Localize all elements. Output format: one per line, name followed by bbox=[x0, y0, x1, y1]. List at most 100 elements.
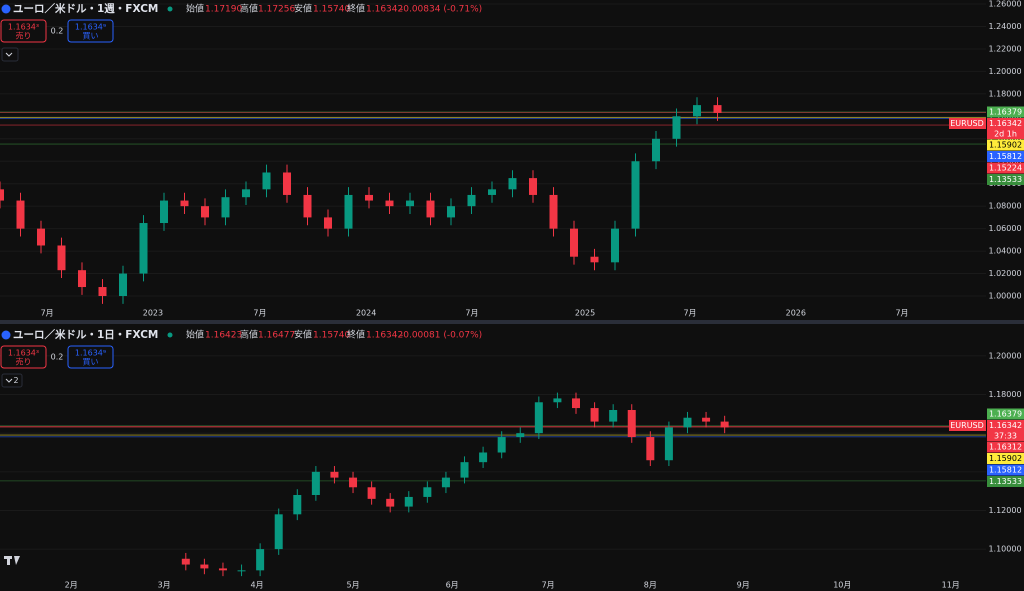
countdown-box bbox=[987, 129, 1024, 139]
y-tick-label: 1.08000 bbox=[988, 202, 1021, 211]
x-tick-label: 2023 bbox=[143, 309, 163, 318]
x-tick-label: 7月 bbox=[895, 309, 908, 318]
candle-body bbox=[57, 245, 66, 271]
y-tick-label: 1.04000 bbox=[988, 247, 1021, 256]
sell-price: 1.1634³ bbox=[8, 23, 39, 32]
price-label-box bbox=[987, 464, 1024, 476]
y-tick-label: 1.26000 bbox=[988, 0, 1021, 9]
ohlc-low-label: 安値 bbox=[294, 329, 312, 341]
chart-title: ユーロ／米ドル・1週・FXCM bbox=[13, 2, 158, 15]
sell-button[interactable] bbox=[0, 345, 47, 369]
candle-body bbox=[311, 471, 320, 495]
candle-body bbox=[646, 437, 655, 461]
status-dot bbox=[167, 332, 173, 338]
candle-body bbox=[423, 487, 432, 497]
ohlc-open: 1.16423 bbox=[205, 331, 242, 341]
price-label: 1.15812 bbox=[989, 152, 1022, 161]
candle-body bbox=[652, 138, 660, 162]
candle-body bbox=[386, 498, 395, 507]
buy-button[interactable] bbox=[67, 19, 114, 43]
price-label-box bbox=[987, 453, 1024, 464]
price-label: 1.13533 bbox=[989, 477, 1022, 486]
x-tick-label: 6月 bbox=[446, 581, 459, 590]
x-tick-label: 2024 bbox=[356, 309, 376, 318]
price-label: 1.16312 bbox=[989, 443, 1022, 452]
buy-button[interactable] bbox=[67, 345, 114, 369]
y-tick-label: 1.02000 bbox=[988, 269, 1021, 278]
ohlc-close-label: 終値 bbox=[347, 3, 365, 15]
y-tick-label: 1.22000 bbox=[988, 44, 1021, 53]
sell-label: 売り bbox=[16, 31, 32, 41]
buy-price: 1.1634⁹ bbox=[75, 23, 106, 32]
price-label-box bbox=[987, 408, 1024, 420]
candle-body bbox=[119, 273, 127, 297]
sell-label: 売り bbox=[16, 357, 32, 367]
x-tick-label: 7月 bbox=[41, 309, 54, 318]
buy-label: 買い bbox=[83, 32, 99, 41]
price-label: 1.13533 bbox=[989, 175, 1022, 184]
price-label: 1.15812 bbox=[989, 466, 1022, 475]
candle-body bbox=[553, 398, 562, 403]
candle-body bbox=[441, 477, 450, 488]
price-label-box bbox=[987, 139, 1024, 151]
x-tick-label: 10月 bbox=[833, 581, 851, 590]
candle-body bbox=[590, 256, 599, 263]
candle-body bbox=[201, 206, 209, 218]
symbol-label: EURUSD bbox=[950, 421, 984, 430]
candle-body bbox=[293, 495, 302, 515]
collapse-button[interactable] bbox=[1, 373, 23, 388]
x-tick-label: 7月 bbox=[253, 309, 266, 318]
price-label-box bbox=[987, 118, 1024, 129]
ohlc-high-label: 高値 bbox=[240, 3, 258, 15]
ohlc-open-label: 始値 bbox=[186, 3, 204, 15]
price-label: 1.16379 bbox=[989, 410, 1022, 419]
candle-body bbox=[572, 398, 580, 409]
price-label: 1.16342 bbox=[989, 119, 1022, 128]
ohlc-open-label: 始値 bbox=[186, 329, 204, 341]
candle-body bbox=[78, 270, 86, 288]
y-tick-label: 1.18000 bbox=[988, 89, 1021, 98]
ohlc-high-label: 高値 bbox=[240, 329, 258, 341]
tv-logo bbox=[4, 556, 20, 565]
status-dot bbox=[167, 6, 173, 12]
candle-body bbox=[497, 437, 506, 453]
indicator-count: 2 bbox=[13, 376, 18, 385]
sell-button[interactable] bbox=[0, 19, 47, 43]
chart-title: ユーロ／米ドル・1日・FXCM bbox=[13, 328, 158, 341]
price-label-box bbox=[987, 420, 1024, 431]
candle-body bbox=[181, 558, 190, 565]
x-tick-label: 8月 bbox=[644, 581, 657, 590]
y-tick-label: 1.18000 bbox=[988, 390, 1021, 399]
ohlc-low-label: 安値 bbox=[294, 3, 312, 15]
candle-body bbox=[262, 172, 271, 190]
candle-body bbox=[160, 200, 168, 224]
x-tick-label: 7月 bbox=[542, 581, 555, 590]
candle-body bbox=[590, 408, 599, 422]
candle-body bbox=[303, 194, 312, 218]
y-tick-label: 1.24000 bbox=[988, 22, 1021, 31]
symbol-icon bbox=[1, 330, 11, 340]
candle-body bbox=[479, 452, 488, 463]
candle-body bbox=[570, 228, 578, 257]
candle-body bbox=[16, 200, 25, 229]
price-label-box bbox=[987, 441, 1024, 453]
candle-body bbox=[534, 402, 543, 434]
candle-body bbox=[488, 189, 496, 195]
y-tick-label: 1.00000 bbox=[988, 292, 1021, 301]
candle-body bbox=[447, 206, 455, 218]
y-tick-label: 1.10000 bbox=[988, 545, 1021, 554]
candle-body bbox=[256, 549, 265, 571]
x-tick-label: 2026 bbox=[786, 309, 806, 318]
candle-body bbox=[180, 200, 189, 207]
candle-body bbox=[283, 172, 291, 195]
x-tick-label: 4月 bbox=[250, 581, 263, 590]
candle-body bbox=[349, 477, 358, 488]
spread: 0.2 bbox=[51, 27, 64, 36]
spread: 0.2 bbox=[51, 353, 64, 362]
candle-body bbox=[549, 194, 558, 229]
price-label: 1.15902 bbox=[989, 141, 1022, 150]
ohlc-change: -0.00081 (-0.07%) bbox=[400, 331, 482, 341]
candle-body bbox=[344, 194, 353, 229]
